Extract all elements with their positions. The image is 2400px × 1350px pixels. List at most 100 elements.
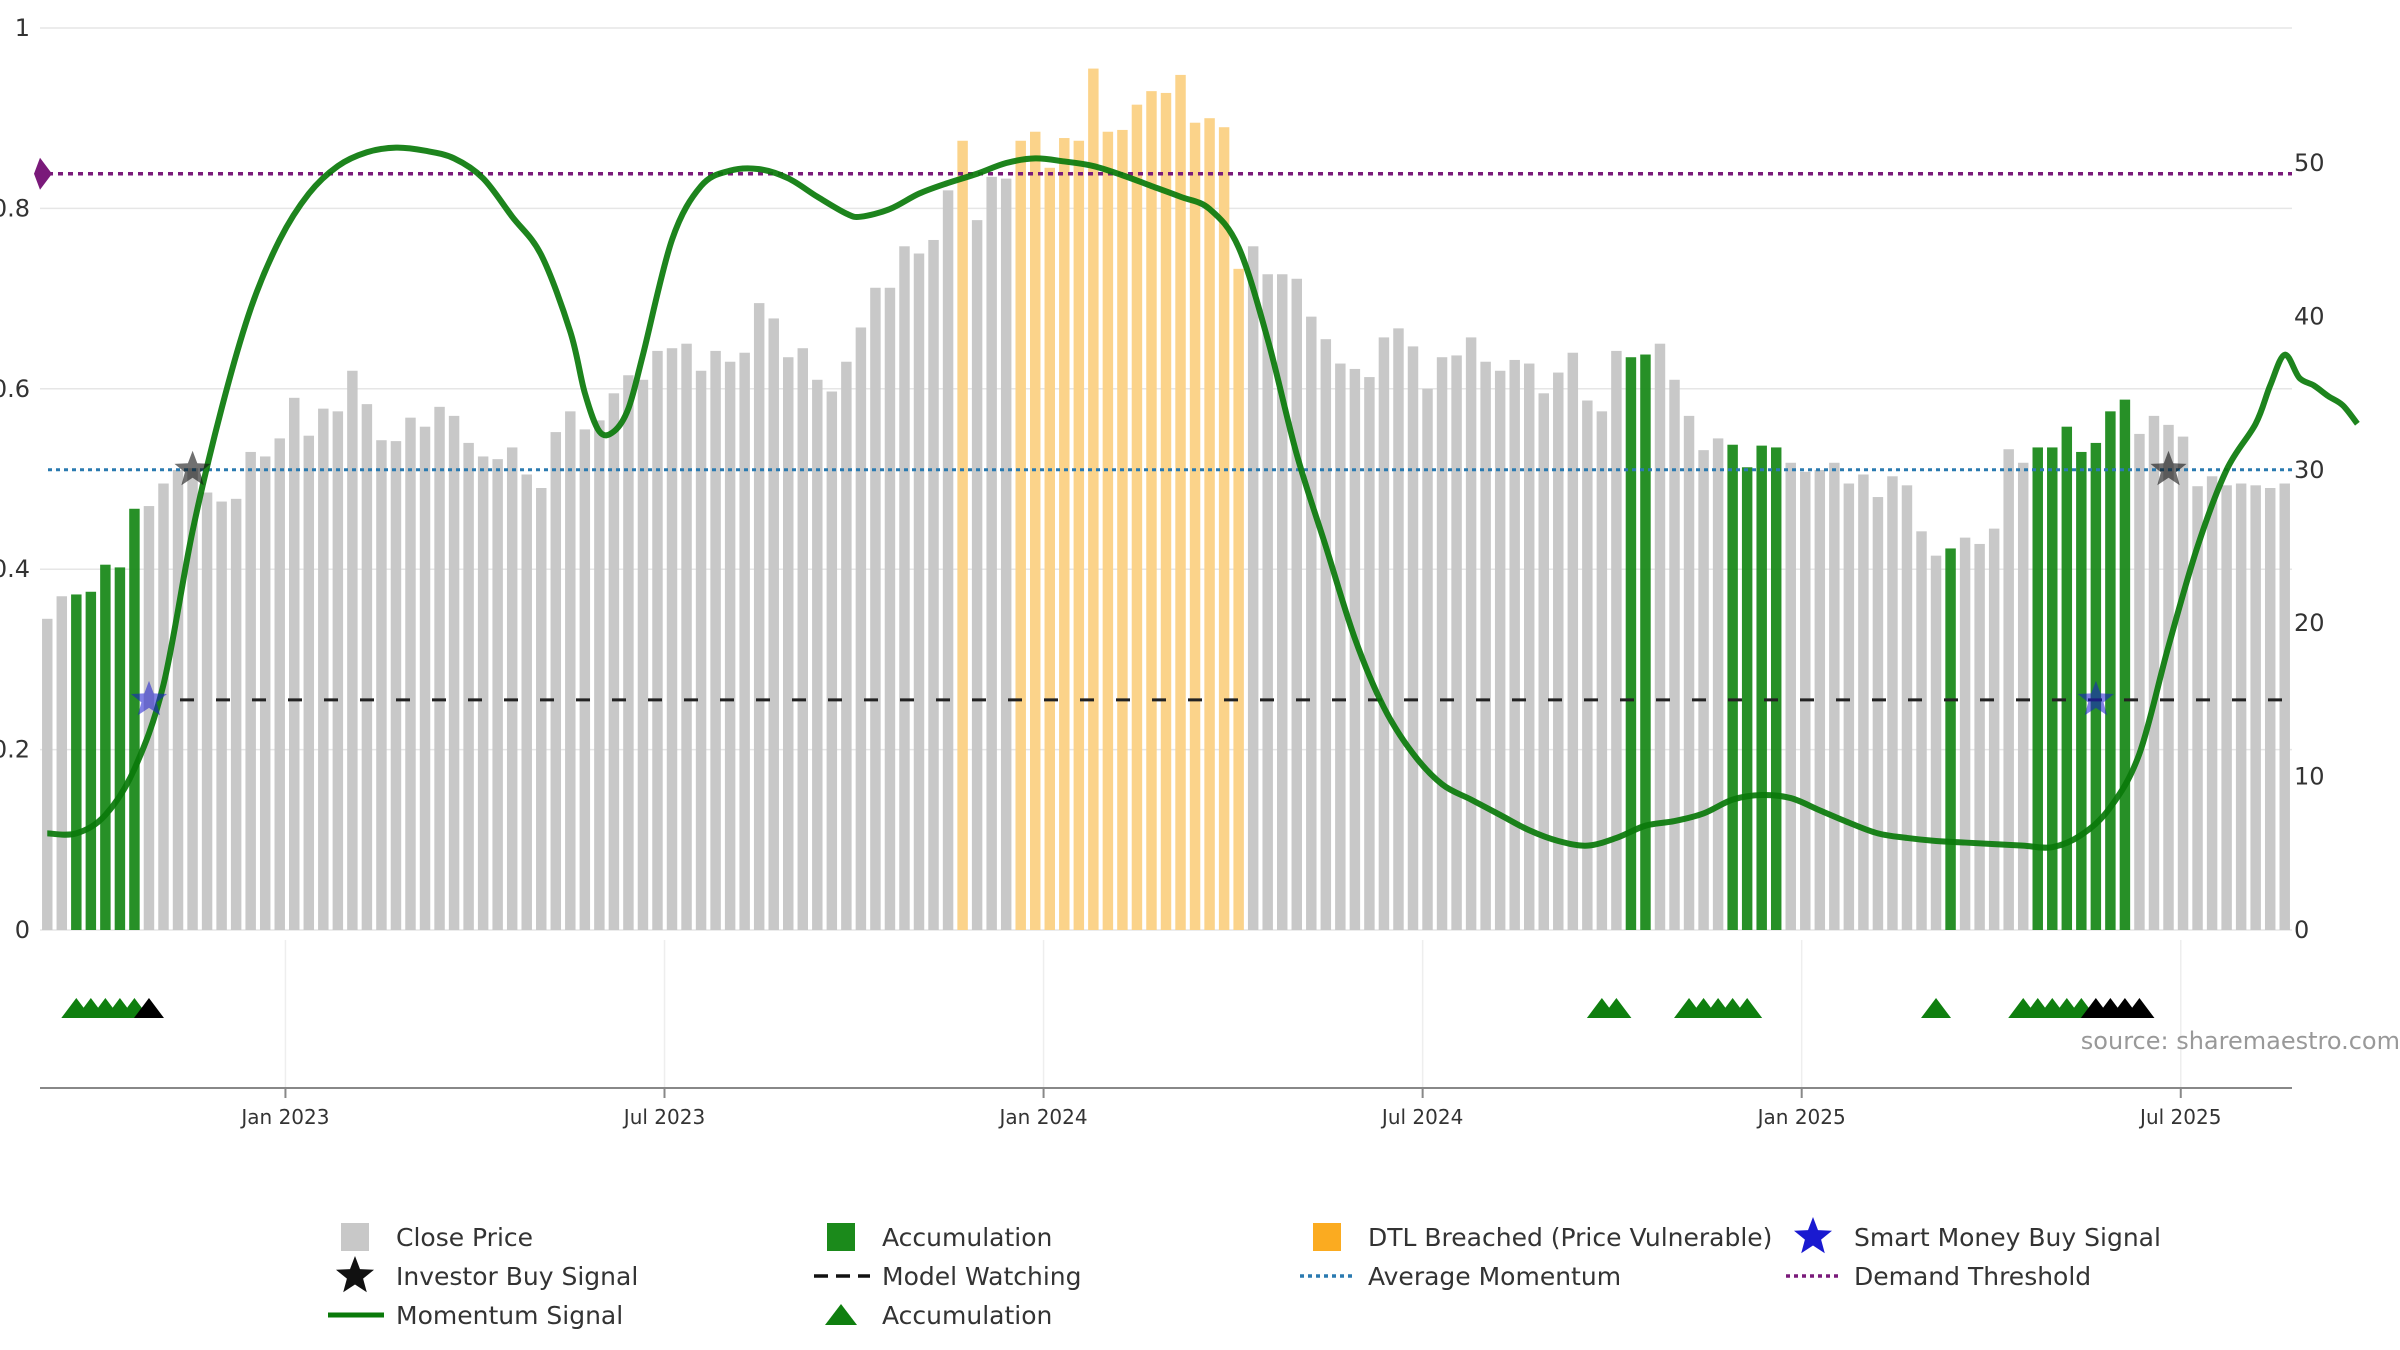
close-price-bar — [884, 287, 896, 930]
close-price-bar — [1959, 537, 1971, 930]
close-price-bar — [347, 370, 358, 930]
close-price-bar — [1465, 337, 1477, 930]
legend: Close Price Accumulation DTL Breached (Pri… — [328, 1217, 2161, 1330]
legend-close-symbol — [341, 1223, 369, 1251]
close-price-bar — [2134, 433, 2145, 930]
bars-layer — [42, 68, 2290, 931]
close-price-bar — [652, 350, 663, 930]
close-price-bar — [1480, 361, 1491, 930]
close-price-bar — [2221, 485, 2232, 930]
legend-investor-symbol — [336, 1256, 374, 1293]
close-price-bar — [1567, 352, 1579, 931]
close-price-bar — [594, 420, 605, 930]
close-price-bar — [1611, 350, 1622, 930]
left-axis-tick-label: 1 — [15, 14, 30, 42]
x-axis-tick-label: Jan 2024 — [998, 1105, 1088, 1129]
accumulation-bar — [85, 591, 97, 930]
close-price-bar — [1843, 483, 1855, 930]
left-axis-tick-label: 0.4 — [0, 555, 30, 583]
close-price-bar — [1277, 274, 1288, 931]
close-price-bar — [1393, 328, 1404, 931]
close-price-bar — [376, 440, 387, 930]
left-axis-tick-label: 0 — [15, 916, 30, 944]
legend-accum-bar-symbol — [827, 1223, 855, 1251]
close-price-bar — [419, 426, 431, 930]
dtl-breached-bar — [1233, 268, 1244, 931]
close-price-bar — [390, 441, 402, 930]
accumulation-bar — [2105, 411, 2116, 931]
accumulation-triangle — [1732, 998, 1763, 1018]
close-price-bar — [42, 618, 53, 930]
legend-item-accum-bar: Accumulation — [827, 1223, 1052, 1252]
legend-label: Model Watching — [882, 1262, 1082, 1291]
close-price-bar — [2163, 424, 2174, 930]
close-price-bar — [434, 406, 445, 931]
accumulation-bar — [1625, 357, 1637, 931]
close-price-bar — [1988, 528, 2000, 930]
accumulation-bar — [2032, 447, 2043, 930]
accumulation-bar — [2047, 447, 2058, 930]
dtl-breached-bar — [1073, 140, 1085, 930]
close-price-bar — [695, 370, 707, 930]
left-axis-tick-label: 0.8 — [0, 194, 30, 222]
close-price-bar — [361, 404, 373, 930]
close-price-bar — [797, 348, 809, 931]
close-price-bar — [2206, 476, 2218, 930]
close-price-bar — [724, 361, 736, 930]
close-price-bar — [2017, 462, 2029, 930]
legend-item-avg: Average Momentum — [1300, 1262, 1621, 1291]
close-price-bar — [608, 393, 620, 930]
investor-buy-signal-star — [2150, 450, 2187, 486]
close-price-bar — [230, 498, 242, 930]
dtl-breached-bar — [1044, 167, 1055, 930]
close-price-bar — [1974, 543, 1985, 930]
close-price-bar — [56, 596, 68, 930]
left-axis-tick-label: 0.6 — [0, 375, 30, 403]
close-price-bar — [2235, 483, 2247, 930]
left-axis-tick-label: 0.2 — [0, 736, 30, 764]
close-price-bar — [870, 287, 881, 930]
close-price-bar — [1509, 359, 1520, 930]
close-price-bar — [1436, 357, 1448, 931]
close-price-bar — [739, 352, 750, 931]
dtl-breached-bar — [957, 140, 968, 930]
close-price-bar — [971, 220, 983, 931]
close-price-bar — [506, 447, 518, 930]
close-price-bar — [1901, 485, 1913, 930]
legend-label: DTL Breached (Price Vulnerable) — [1368, 1223, 1772, 1252]
close-price-bar — [2177, 436, 2189, 930]
legend-label: Smart Money Buy Signal — [1854, 1223, 2161, 1252]
close-price-bar — [492, 459, 503, 930]
legend-label: Accumulation — [882, 1301, 1052, 1330]
accumulation-bar — [1741, 467, 1753, 930]
close-price-bar — [1451, 355, 1462, 930]
close-price-bar — [332, 411, 344, 931]
accumulation-bar — [114, 567, 126, 930]
legend-label: Close Price — [396, 1223, 533, 1252]
close-price-bar — [1858, 474, 1869, 930]
dtl-breached-bar — [1204, 118, 1215, 930]
close-price-bar — [2148, 415, 2160, 930]
close-price-bar — [1654, 343, 1666, 930]
accumulation-triangle — [1601, 998, 1632, 1018]
dtl-breached-bar — [1117, 129, 1128, 930]
close-price-bar — [1378, 337, 1390, 930]
right-axis-tick-label: 20 — [2294, 609, 2325, 637]
close-price-bar — [1291, 278, 1302, 931]
close-price-bar — [245, 451, 256, 930]
close-price-bar — [1364, 377, 1375, 931]
accumulation-bar — [129, 508, 140, 930]
close-price-bar — [1887, 476, 1898, 930]
close-price-bar — [783, 357, 794, 931]
legend-accum-tri-symbol — [825, 1304, 857, 1325]
close-price-bar — [1320, 339, 1332, 930]
accumulation-bar — [2061, 426, 2073, 930]
legend-item-dtl: DTL Breached (Price Vulnerable) — [1313, 1223, 1772, 1252]
accumulation-bar — [1945, 548, 1956, 930]
close-price-bar — [405, 417, 416, 930]
close-price-bar — [1422, 388, 1433, 930]
close-price-bar — [1349, 368, 1361, 930]
close-price-bar — [637, 379, 649, 930]
close-price-bar — [448, 415, 460, 930]
